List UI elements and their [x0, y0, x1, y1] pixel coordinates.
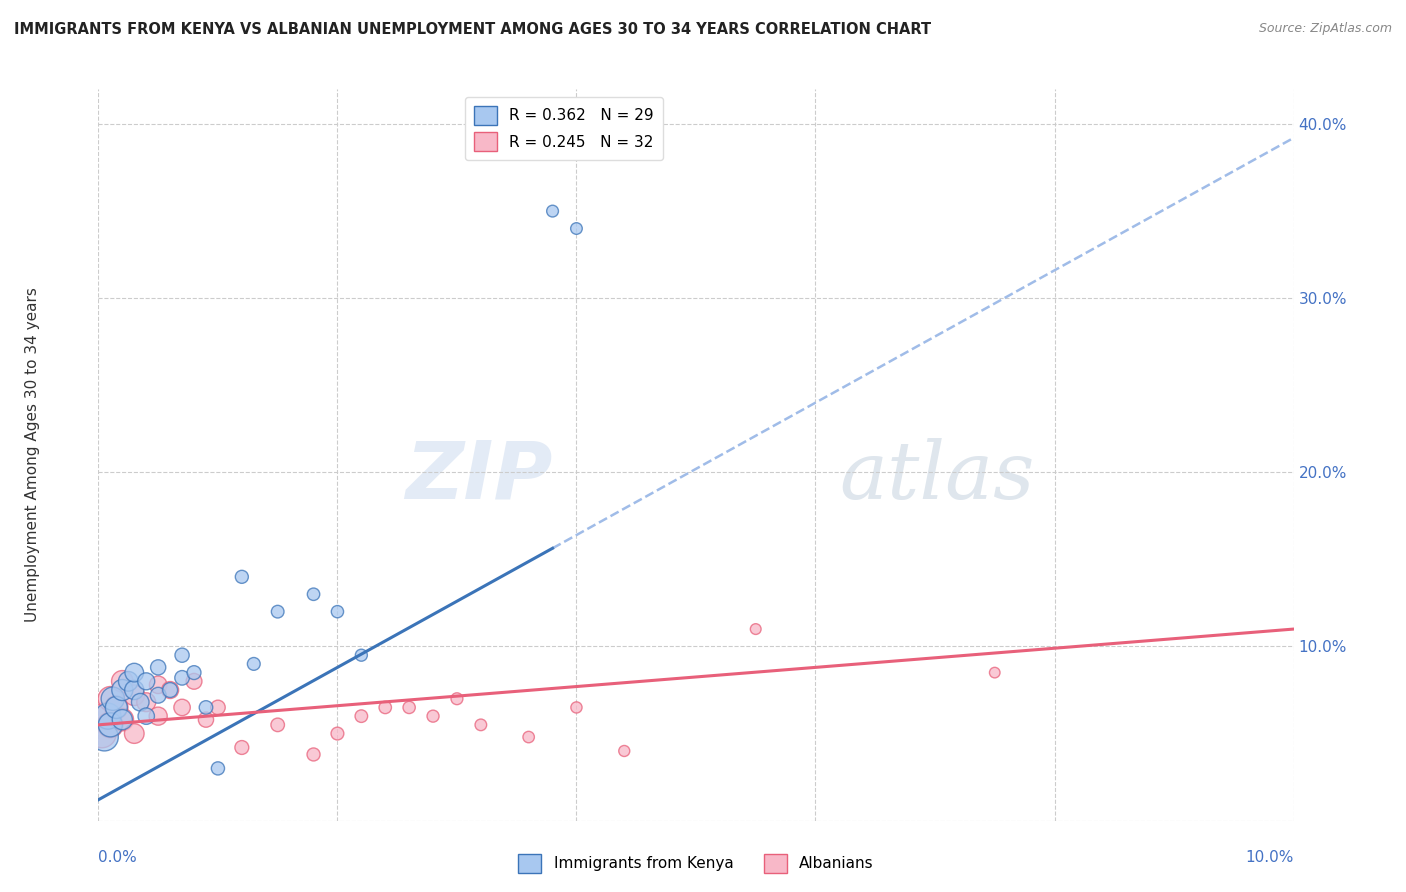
Point	[124, 665, 146, 680]
Point	[207, 761, 229, 775]
Text: Unemployment Among Ages 30 to 34 years: Unemployment Among Ages 30 to 34 years	[25, 287, 41, 623]
Point	[422, 709, 444, 723]
Point	[93, 730, 115, 744]
Point	[91, 726, 114, 740]
Point	[129, 695, 152, 709]
Point	[517, 730, 540, 744]
Point	[183, 674, 205, 689]
Point	[195, 700, 218, 714]
Text: ZIP: ZIP	[405, 438, 553, 516]
Text: 0.0%: 0.0%	[98, 850, 138, 865]
Point	[97, 709, 120, 723]
Point	[124, 683, 146, 698]
Point	[183, 665, 205, 680]
Point	[446, 691, 468, 706]
Point	[100, 718, 122, 732]
Point	[148, 678, 170, 692]
Point	[374, 700, 396, 714]
Point	[172, 671, 194, 685]
Point	[195, 713, 218, 727]
Point	[207, 700, 229, 714]
Point	[326, 726, 349, 740]
Point	[267, 718, 290, 732]
Point	[94, 709, 117, 723]
Text: 10.0%: 10.0%	[1246, 850, 1294, 865]
Point	[350, 648, 373, 663]
Point	[148, 709, 170, 723]
Point	[470, 718, 492, 732]
Point	[159, 683, 181, 698]
Point	[148, 660, 170, 674]
Text: IMMIGRANTS FROM KENYA VS ALBANIAN UNEMPLOYMENT AMONG AGES 30 TO 34 YEARS CORRELA: IMMIGRANTS FROM KENYA VS ALBANIAN UNEMPL…	[14, 22, 931, 37]
Point	[148, 688, 170, 702]
Point	[541, 204, 564, 219]
Point	[326, 605, 349, 619]
Point	[135, 709, 157, 723]
Point	[124, 688, 146, 702]
Point	[124, 726, 146, 740]
Point	[159, 683, 181, 698]
Point	[231, 570, 253, 584]
Point	[398, 700, 420, 714]
Point	[100, 691, 122, 706]
Point	[135, 695, 157, 709]
Point	[105, 700, 128, 714]
Point	[111, 713, 134, 727]
Point	[111, 713, 134, 727]
Point	[111, 674, 134, 689]
Text: atlas: atlas	[839, 438, 1035, 516]
Legend: Immigrants from Kenya, Albanians: Immigrants from Kenya, Albanians	[512, 848, 880, 879]
Point	[302, 747, 325, 762]
Point	[172, 700, 194, 714]
Point	[135, 674, 157, 689]
Point	[105, 700, 128, 714]
Point	[101, 691, 124, 706]
Point	[302, 587, 325, 601]
Point	[613, 744, 636, 758]
Point	[350, 709, 373, 723]
Point	[984, 665, 1007, 680]
Point	[565, 700, 588, 714]
Point	[243, 657, 266, 671]
Point	[100, 718, 122, 732]
Point	[111, 683, 134, 698]
Text: Source: ZipAtlas.com: Source: ZipAtlas.com	[1258, 22, 1392, 36]
Point	[267, 605, 290, 619]
Point	[745, 622, 768, 636]
Point	[231, 740, 253, 755]
Point	[172, 648, 194, 663]
Point	[117, 674, 139, 689]
Point	[565, 221, 588, 235]
